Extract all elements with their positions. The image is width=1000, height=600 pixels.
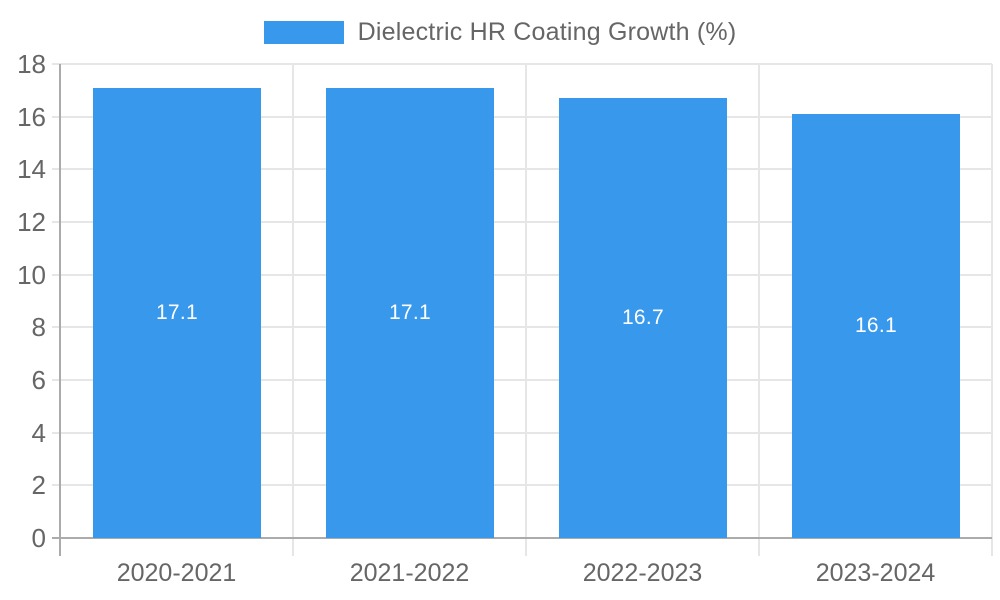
x-axis-line — [52, 537, 992, 539]
y-axis-tick-label: 12 — [17, 207, 46, 237]
gridline-horizontal — [52, 221, 992, 223]
bar-2022-2023: 16.7 — [559, 98, 727, 538]
gridline-horizontal — [52, 116, 992, 118]
y-axis-tick-label: 10 — [17, 260, 46, 290]
x-axis-tick-label: 2022-2023 — [582, 559, 703, 587]
gridline-vertical — [525, 64, 527, 556]
y-axis-tick-label: 18 — [17, 49, 46, 79]
y-axis-tick-label: 4 — [31, 418, 46, 448]
y-axis-tick-label: 2 — [31, 470, 46, 500]
x-axis-tick-label: 2023-2024 — [815, 559, 936, 587]
bar-2023-2024: 16.1 — [792, 114, 960, 538]
bar-2021-2022: 17.1 — [326, 88, 494, 538]
gridline-vertical — [292, 64, 294, 556]
gridline-horizontal — [52, 168, 992, 170]
chart-legend: Dielectric HR Coating Growth (%) — [0, 18, 1000, 47]
gridline-horizontal — [52, 63, 992, 65]
y-axis-tick-label: 16 — [17, 102, 46, 132]
bar-value-label: 16.1 — [854, 314, 898, 337]
gridline-vertical — [991, 64, 993, 556]
bar-value-label: 17.1 — [388, 301, 432, 324]
y-axis-tick-label: 14 — [17, 154, 46, 184]
x-axis-tick-label: 2021-2022 — [349, 559, 470, 587]
legend-label: Dielectric HR Coating Growth (%) — [357, 18, 737, 46]
x-axis-tick-label: 2020-2021 — [116, 559, 237, 587]
y-axis-tick-label: 0 — [31, 523, 46, 553]
gridline-vertical — [758, 64, 760, 556]
legend-swatch — [263, 21, 344, 44]
gridline-horizontal — [52, 326, 992, 328]
gridline-horizontal — [52, 432, 992, 434]
bar-value-label: 17.1 — [155, 301, 199, 324]
y-axis-line — [59, 64, 61, 556]
y-axis-tick-label: 8 — [31, 312, 46, 342]
bar-value-label: 16.7 — [621, 306, 665, 329]
gridline-horizontal — [52, 484, 992, 486]
y-axis-tick-label: 6 — [31, 365, 46, 395]
gridline-horizontal — [52, 379, 992, 381]
bar-2020-2021: 17.1 — [93, 88, 261, 538]
gridline-horizontal — [52, 274, 992, 276]
